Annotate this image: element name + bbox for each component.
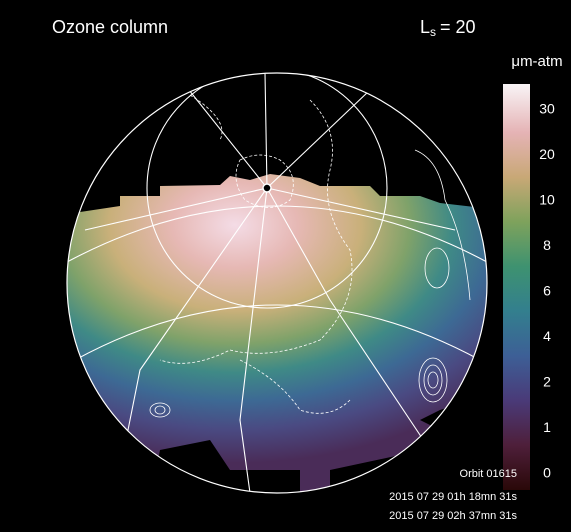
colorbar-tick-label: 0 xyxy=(543,465,551,481)
colorbar-tick-label: 1 xyxy=(543,419,551,435)
colorbar-tick-label: 30 xyxy=(539,101,555,117)
start-time: 2015 07 29 01h 18mn 31s xyxy=(389,491,517,503)
colorbar-tick-label: 4 xyxy=(543,328,551,344)
end-time: 2015 07 29 02h 37mn 31s xyxy=(389,510,517,522)
title: Ozone column xyxy=(52,17,168,37)
orbit: Orbit 01615 xyxy=(460,468,517,480)
colorbar-tick-label: 6 xyxy=(543,283,551,299)
pole xyxy=(262,183,272,193)
contour xyxy=(149,149,471,418)
colorbar-tick-label: 10 xyxy=(539,192,555,208)
globe xyxy=(67,73,487,493)
colorbar-tick-label: 2 xyxy=(543,374,551,390)
latitude-circle xyxy=(146,73,388,309)
latitude-circle xyxy=(74,304,481,361)
colorbar xyxy=(503,84,530,490)
season-value: = 20 xyxy=(440,17,476,37)
season-symbol: L xyxy=(420,17,430,37)
colorbar-unit: μm-atm xyxy=(511,53,562,70)
colorbar-tick-label: 20 xyxy=(539,146,555,162)
season-subscript: s xyxy=(430,25,436,39)
contour xyxy=(159,94,353,414)
ozone-field xyxy=(67,174,487,493)
globe-limb xyxy=(66,72,488,494)
colorbar-ticks: 0 1 2 4 6 8 10 20 30 xyxy=(539,101,555,481)
colorbar-tick-label: 8 xyxy=(543,237,551,253)
season-label: Ls = 20 xyxy=(420,17,476,39)
graticule xyxy=(67,73,487,493)
meridian xyxy=(84,73,456,493)
